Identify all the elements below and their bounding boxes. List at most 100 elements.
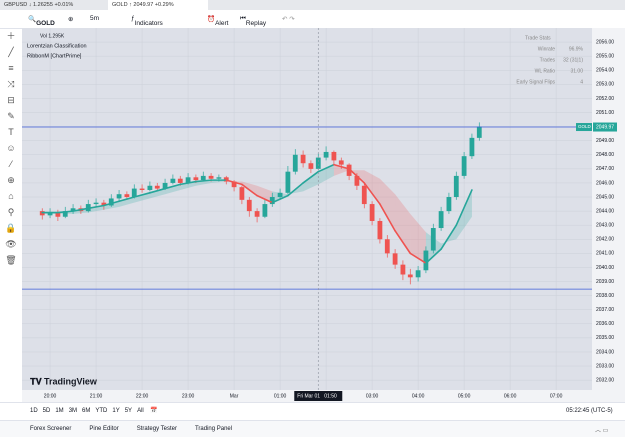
- interval[interactable]: 5m: [90, 15, 100, 22]
- symbol-search[interactable]: 🔍 GOLD: [28, 16, 55, 27]
- candle-body: [124, 194, 130, 198]
- x-tick-label: 07:00: [550, 393, 563, 399]
- kernel-line: [287, 182, 304, 197]
- y-tick-label: 2035.00: [596, 335, 614, 341]
- stat-value: 32 (31|1): [563, 57, 583, 63]
- panel-tab[interactable]: Strategy Tester: [136, 426, 177, 432]
- candle-body: [453, 175, 459, 198]
- range-button[interactable]: 3M: [68, 408, 78, 414]
- plot-background: [22, 28, 592, 390]
- y-tick-label: 2041.00: [596, 251, 614, 257]
- indicators-label: Indicators: [134, 20, 163, 27]
- candle-body: [154, 185, 160, 189]
- replay-label: Replay: [245, 20, 267, 27]
- y-tick-label: 2040.00: [596, 265, 614, 271]
- tab[interactable]: GBPUSD ↓ 1.26255 +0.01%: [4, 2, 74, 8]
- candle-body: [62, 211, 68, 217]
- kernel-line: [57, 210, 74, 214]
- candle-body: [170, 178, 176, 183]
- indicators-button[interactable]: ƒ Indicators: [131, 15, 163, 27]
- crosshair-time: 01:50: [324, 393, 337, 399]
- ribbon-fill: [88, 205, 104, 213]
- candle-body: [323, 151, 329, 158]
- drawing-toolbar: ＋ ╱ ≡ ⤨ ⊟ ✎ T ☺ ⁄ ⊕ ⌂ ⚲ 🔒 👁 🗑: [0, 28, 23, 402]
- range-button[interactable]: 6M: [82, 408, 91, 414]
- x-tick-label: 05:00: [458, 393, 471, 399]
- ribbon-fill: [149, 188, 166, 199]
- candle-body: [47, 212, 53, 216]
- candle-body: [446, 197, 452, 212]
- candle-body: [116, 194, 122, 199]
- symbol: GOLD: [36, 20, 55, 27]
- bottom-panel-bar: Forex Screener Pine Editor Strategy Tester…: [0, 420, 625, 437]
- y-tick-label: 2038.00: [596, 293, 614, 299]
- tool-icons[interactable]: ＋ ╱ ≡ ⤨ ⊟ ✎ T ☺ ⁄ ⊕ ⌂ ⚲ 🔒 👁 🗑: [5, 31, 17, 265]
- candle-body: [476, 126, 482, 138]
- range-button[interactable]: 1M: [55, 408, 64, 414]
- candle-body: [139, 188, 145, 190]
- panel-tab[interactable]: Forex Screener: [30, 426, 72, 432]
- indicator-label: RibbonM [ChartPrime]: [27, 53, 82, 59]
- ribbon-fill: [333, 164, 350, 176]
- crosshair-label-bg: [294, 391, 343, 401]
- candle-body: [277, 192, 283, 198]
- y-tick-label: 2054.00: [596, 68, 614, 74]
- kernel-line: [133, 192, 151, 198]
- candle-body: [254, 211, 260, 217]
- ribbon-fill: [257, 185, 273, 203]
- range-button[interactable]: All: [137, 408, 144, 414]
- y-tick-label: 2039.00: [596, 279, 614, 285]
- y-tick-label: 2032.00: [596, 377, 614, 383]
- range-button[interactable]: 5D: [42, 408, 51, 414]
- stat-name: Trades: [540, 57, 556, 63]
- candle-body: [200, 175, 206, 181]
- ribbon-fill: [395, 194, 411, 254]
- ribbon-fill: [456, 189, 472, 240]
- x-tick-label: 21:00: [90, 393, 103, 399]
- y-tick-label: 2055.00: [596, 53, 614, 59]
- kernel-line: [425, 248, 442, 265]
- kernel-line: [271, 194, 289, 204]
- y-tick-label: 2049.00: [596, 138, 614, 144]
- candle-body: [415, 270, 421, 278]
- kernel-line: [149, 187, 166, 194]
- kernel-line: [363, 182, 381, 205]
- y-tick-label: 2033.00: [596, 363, 614, 369]
- range-button[interactable]: 1D: [30, 408, 38, 414]
- kernel-line: [103, 200, 120, 207]
- kernel-line: [302, 170, 320, 184]
- tab[interactable]: GOLD ↑ 2049.97 +0.29%: [108, 0, 208, 10]
- y-tick-label: 2037.00: [596, 307, 614, 313]
- y-tick-label: 2056.00: [596, 39, 614, 45]
- replay-button[interactable]: ⏮ Replay: [240, 15, 267, 27]
- ribbon-fill: [303, 171, 319, 192]
- y-tick-label: 2053.00: [596, 82, 614, 88]
- candle-body: [300, 154, 306, 164]
- panel-tab[interactable]: Trading Panel: [194, 426, 233, 432]
- y-tick-label: 2048.00: [596, 152, 614, 158]
- kernel-line: [195, 179, 212, 183]
- candle-body: [400, 264, 406, 275]
- y-tick-label: 2046.00: [596, 180, 614, 186]
- panel-tab[interactable]: Pine Editor: [89, 426, 119, 432]
- stat-name: WL Ratio: [535, 68, 556, 74]
- range-button[interactable]: 1Y: [112, 408, 120, 414]
- panel-controls[interactable]: ︿ ▭: [595, 428, 609, 434]
- clock: 05:22:45 (UTC-5): [566, 408, 613, 414]
- price-label-bg: [593, 122, 617, 132]
- x-tick-label: Mar: [230, 393, 239, 399]
- candle-body: [147, 185, 153, 190]
- date-range-icon[interactable]: 📅: [150, 408, 158, 414]
- logo-icon: 𝐓𝐕: [30, 376, 43, 386]
- candle-body: [430, 228, 436, 251]
- undo[interactable]: ↶ ↷: [282, 16, 295, 23]
- range-button[interactable]: YTD: [95, 408, 108, 414]
- x-tick-label: 01:00: [274, 393, 287, 399]
- kernel-line: [455, 189, 473, 226]
- kernel-line: [241, 183, 258, 197]
- candle-body: [101, 202, 107, 206]
- add-button[interactable]: ⊕: [68, 16, 74, 23]
- stat-value: 4: [580, 79, 583, 85]
- alert-button[interactable]: ⏰ Alert: [207, 16, 229, 27]
- range-button[interactable]: 5Y: [124, 408, 133, 414]
